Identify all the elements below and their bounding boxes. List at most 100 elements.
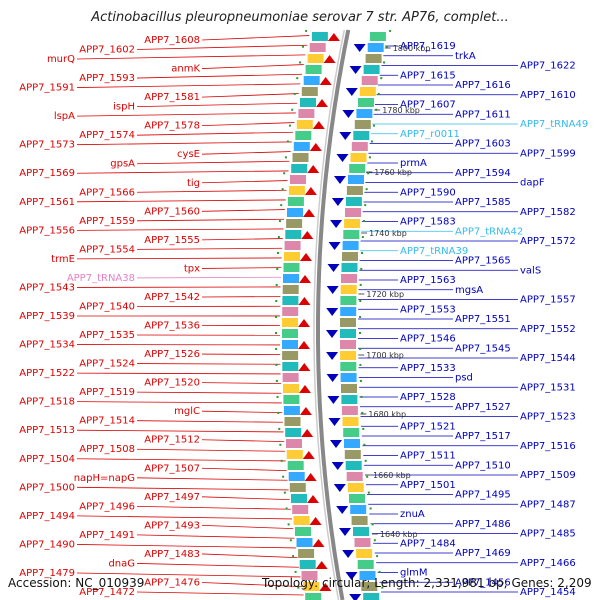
tick-label: 1640 kbp bbox=[380, 530, 418, 539]
tick-label: 1760 kbp bbox=[374, 168, 412, 177]
map-title: Actinobacillus pleuropneumoniae serovar … bbox=[91, 10, 509, 25]
reverse-gene-arrow bbox=[326, 352, 339, 360]
feature-block-left bbox=[295, 131, 312, 140]
gene-label-left: lspA bbox=[54, 111, 75, 122]
gene-label-left: dnaG bbox=[108, 558, 135, 569]
connector-left bbox=[76, 515, 292, 520]
feature-block-left bbox=[301, 571, 318, 580]
reverse-gene-arrow bbox=[330, 220, 343, 228]
connector-left bbox=[201, 582, 303, 588]
forward-gene-arrow bbox=[309, 143, 322, 151]
gene-label-right: APP7_1509 bbox=[520, 470, 576, 481]
feature-block-right bbox=[353, 131, 370, 140]
gene-label-right: APP7_tRNA42 bbox=[455, 226, 523, 237]
forward-gene-arrow bbox=[299, 407, 312, 415]
gene-label-right: valS bbox=[520, 265, 541, 276]
gene-label-right: APP7_1485 bbox=[520, 529, 576, 540]
feature-block-left bbox=[282, 307, 299, 316]
feature-block-right bbox=[367, 43, 384, 52]
feature-block-left bbox=[288, 472, 305, 481]
connector-left bbox=[76, 54, 306, 60]
connector-left bbox=[136, 591, 304, 596]
feature-block-left bbox=[282, 296, 299, 305]
connector-left bbox=[136, 247, 283, 250]
feature-block-left bbox=[285, 428, 302, 437]
feature-block-left bbox=[296, 538, 313, 547]
reverse-gene-arrow bbox=[336, 506, 349, 514]
tick-label: 1780 kbp bbox=[382, 106, 420, 115]
gene-label-left: APP7_1507 bbox=[144, 463, 200, 474]
genome-backbone bbox=[313, 29, 351, 600]
feature-block-right bbox=[357, 560, 374, 569]
connector-left bbox=[136, 534, 295, 539]
feature-block-right bbox=[359, 571, 376, 580]
feature-block-left bbox=[287, 461, 304, 470]
gene-label-right: APP7_1557 bbox=[520, 295, 576, 306]
feature-block-left bbox=[298, 109, 315, 118]
label-connectors bbox=[76, 35, 518, 596]
feature-block-left bbox=[292, 505, 309, 514]
feature-block-left bbox=[286, 439, 302, 448]
feature-block-right bbox=[344, 439, 360, 448]
gene-label-left: trmE bbox=[51, 254, 75, 265]
feature-block-left bbox=[284, 252, 300, 261]
gene-label-left: murQ bbox=[47, 54, 75, 65]
forward-gene-arrow bbox=[323, 55, 336, 63]
gene-label-right: APP7_1585 bbox=[455, 197, 511, 208]
connector-left bbox=[201, 122, 295, 127]
feature-block-right bbox=[346, 472, 363, 481]
feature-block-left bbox=[282, 351, 299, 360]
backbone-shadow bbox=[313, 29, 346, 600]
feature-block-left bbox=[303, 582, 320, 591]
connector-left bbox=[76, 199, 286, 203]
gene-label-left: gpsA bbox=[110, 159, 135, 170]
feature-block-left bbox=[301, 87, 318, 96]
reverse-gene-arrow bbox=[349, 594, 362, 600]
gene-label-right: APP7_1545 bbox=[455, 343, 511, 354]
tick-label: 1660 kbp bbox=[373, 471, 411, 480]
gene-label-right: prmA bbox=[400, 158, 427, 169]
gene-label-right: APP7_1603 bbox=[455, 139, 511, 150]
feature-block-left bbox=[290, 175, 306, 184]
feature-block-left bbox=[283, 406, 300, 415]
feature-block-left bbox=[283, 384, 299, 393]
feature-block-right bbox=[358, 98, 374, 107]
gene-labels: APP7_1608 APP7_1602 murQ anmK APP7_1593 APP7_… bbox=[19, 35, 588, 598]
gene-label-right: psd bbox=[455, 373, 473, 384]
connector-left bbox=[201, 238, 283, 241]
gene-label-right: APP7_1615 bbox=[400, 70, 456, 81]
gene-label-left: cysE bbox=[177, 149, 200, 160]
gene-label-right: APP7_1501 bbox=[400, 480, 456, 491]
reverse-gene-arrow bbox=[353, 44, 366, 52]
gene-label-left: APP7_1524 bbox=[79, 359, 135, 370]
gene-label-right: APP7_tRNA39 bbox=[400, 246, 468, 257]
feature-block-left bbox=[284, 417, 301, 426]
connector-left bbox=[201, 180, 288, 184]
gene-label-left: APP7_1581 bbox=[144, 92, 200, 103]
gene-label-right: dapF bbox=[520, 178, 545, 189]
reverse-gene-arrow bbox=[345, 572, 358, 580]
reverse-gene-arrow bbox=[339, 528, 351, 536]
gene-label-right: APP7_1583 bbox=[400, 217, 456, 228]
feature-block-right bbox=[344, 450, 361, 459]
gene-label-left: mglC bbox=[174, 406, 200, 417]
forward-gene-arrow bbox=[307, 495, 319, 503]
feature-block-right bbox=[363, 65, 380, 74]
gene-label-left: APP7_1540 bbox=[79, 301, 135, 312]
connector-left bbox=[76, 286, 281, 288]
gene-label-left: APP7_1491 bbox=[79, 530, 135, 541]
gene-label-right: APP7_1531 bbox=[520, 382, 576, 393]
forward-gene-arrow bbox=[299, 275, 311, 283]
gene-label-left: tpx bbox=[184, 263, 200, 274]
gene-label-right: APP7_1511 bbox=[400, 451, 456, 462]
connector-left bbox=[136, 73, 303, 79]
feature-block-right bbox=[345, 197, 362, 206]
gene-label-left: APP7_1504 bbox=[19, 454, 75, 465]
gene-label-left: anmK bbox=[171, 64, 200, 75]
feature-block-left bbox=[291, 494, 307, 503]
feature-block-right bbox=[348, 175, 364, 184]
forward-gene-arrow bbox=[319, 77, 332, 85]
gene-label-left: APP7_1608 bbox=[144, 35, 200, 46]
connector-left bbox=[76, 141, 292, 146]
reverse-gene-arrow bbox=[328, 418, 341, 426]
